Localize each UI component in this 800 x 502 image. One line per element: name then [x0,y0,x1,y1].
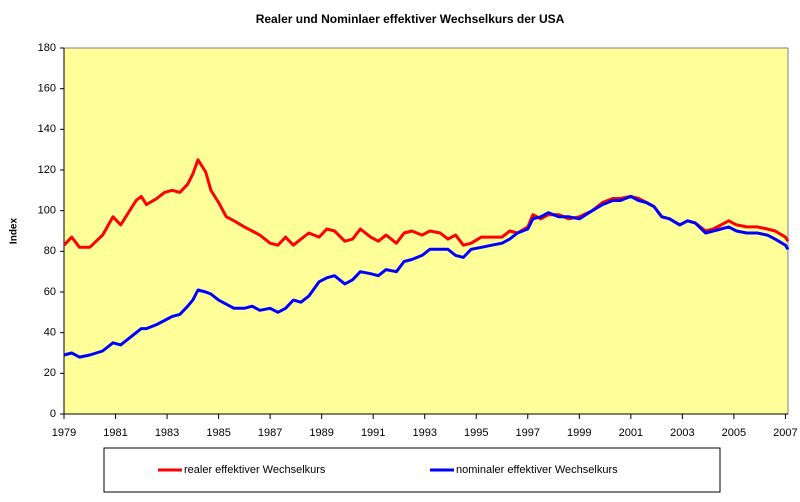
x-tick-label: 1985 [206,427,230,439]
y-axis-label: Index [9,218,20,245]
y-tick-label: 20 [44,367,56,379]
y-tick-label: 40 [44,327,56,339]
x-tick-label: 1989 [309,427,333,439]
x-tick-label: 2003 [670,427,694,439]
x-tick-label: 1979 [52,427,76,439]
y-tick-label: 140 [38,123,56,135]
legend-label: realer effektiver Wechselkurs [184,464,326,476]
chart-title: Realer und Nominlaer effektiver Wechselk… [256,12,565,26]
plot-area [63,47,789,415]
y-tick-label: 100 [38,205,56,217]
x-tick-label: 1983 [155,427,179,439]
x-tick-label: 1991 [361,427,385,439]
x-tick-label: 1993 [412,427,436,439]
data-line [63,194,790,359]
y-tick-label: 160 [38,83,56,95]
x-tick-label: 1995 [464,427,488,439]
x-tick-label: 1987 [258,427,282,439]
legend-box [103,447,721,493]
x-tick-label: 1997 [516,427,540,439]
x-tick-label: 2001 [619,427,643,439]
x-tick-label: 2005 [722,427,746,439]
x-tick-label: 1981 [103,427,127,439]
y-tick-label: 60 [44,286,56,298]
y-tick-label: 180 [38,42,56,54]
legend-label: nominaler effektiver Wechselkurs [456,464,618,476]
x-tick-label: 1999 [567,427,591,439]
y-tick-label: 0 [50,408,56,420]
y-tick-label: 80 [44,245,56,257]
y-tick-label: 120 [38,164,56,176]
x-tick-label: 2007 [773,427,797,439]
